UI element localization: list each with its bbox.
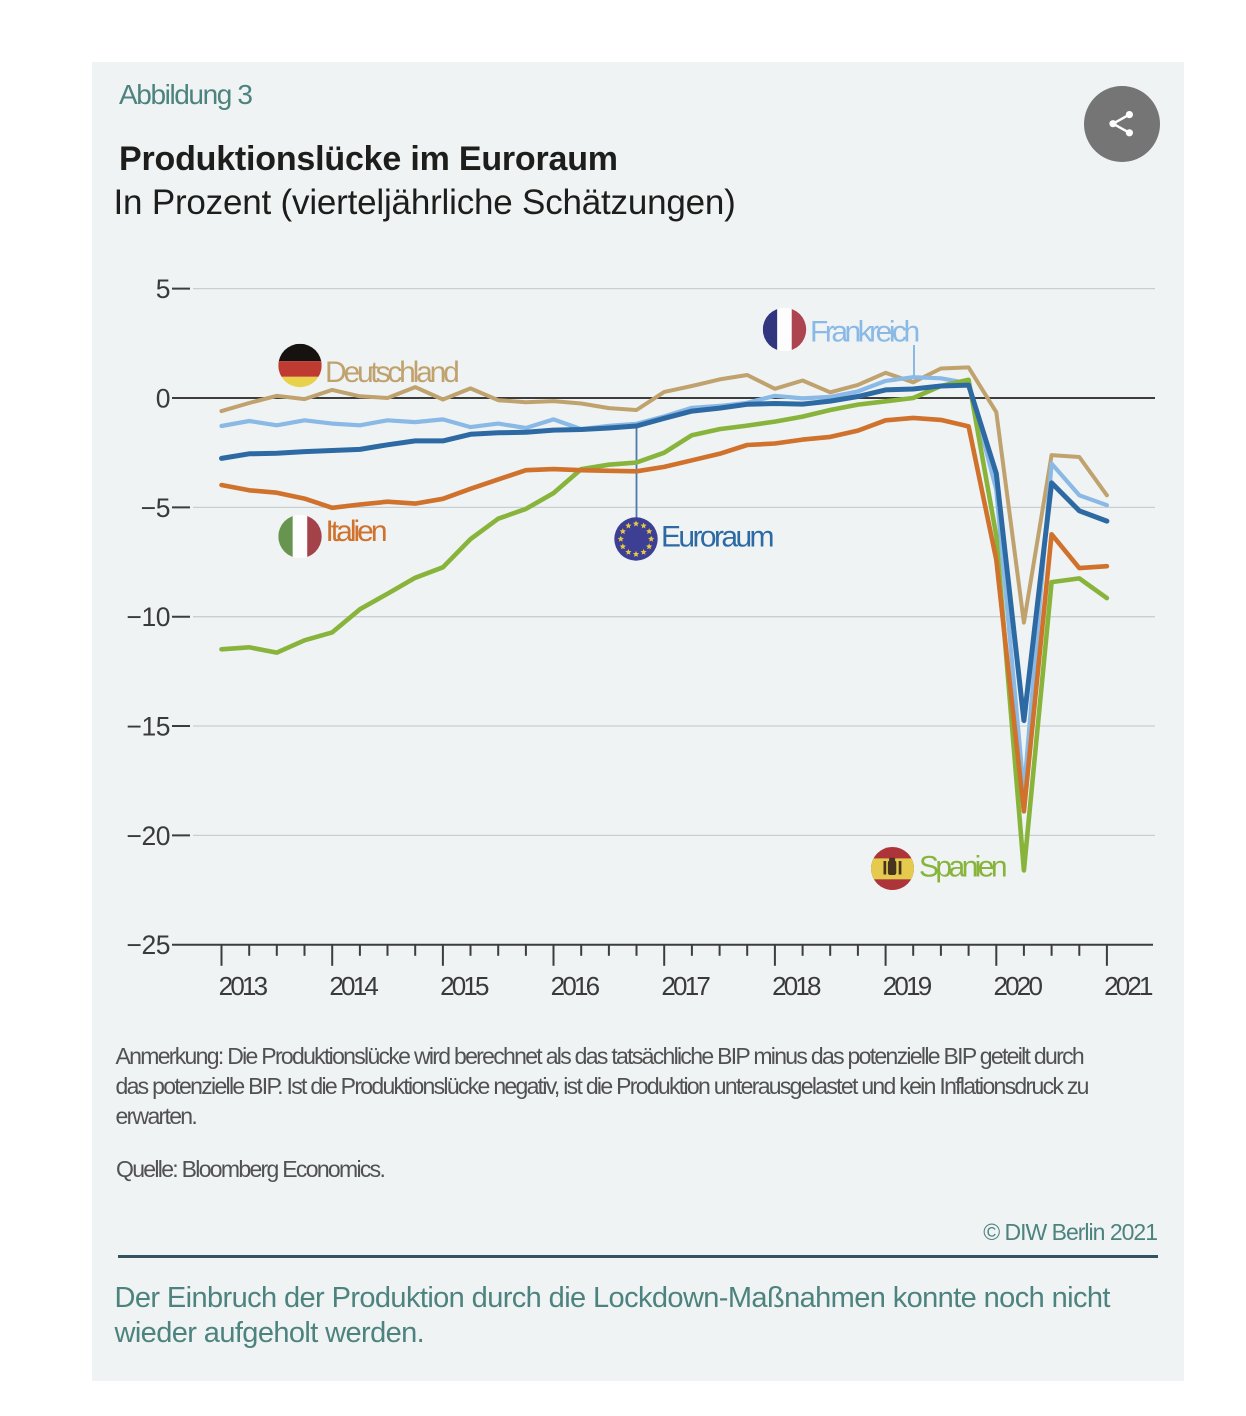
svg-text:Euroraum: Euroraum [661,521,774,554]
svg-text:Deutschland: Deutschland [325,356,458,389]
svg-text:Spanien: Spanien [919,851,1006,884]
svg-text:−25: −25 [127,930,170,960]
svg-text:2013: 2013 [219,971,268,1001]
svg-text:5: 5 [156,274,170,304]
svg-text:2020: 2020 [993,971,1042,1001]
svg-text:−5: −5 [141,493,170,523]
svg-text:−15: −15 [127,711,170,741]
svg-text:2021: 2021 [1104,971,1153,1001]
svg-text:2016: 2016 [551,971,600,1001]
svg-text:2017: 2017 [661,971,710,1001]
svg-text:−10: −10 [127,602,170,632]
svg-text:Frankreich: Frankreich [810,315,919,348]
svg-text:2014: 2014 [329,971,378,1001]
svg-text:Italien: Italien [326,515,386,548]
svg-text:2018: 2018 [772,971,821,1001]
svg-text:−20: −20 [127,821,170,851]
svg-text:2019: 2019 [883,971,932,1001]
svg-text:0: 0 [156,383,170,413]
svg-text:2015: 2015 [440,971,489,1001]
